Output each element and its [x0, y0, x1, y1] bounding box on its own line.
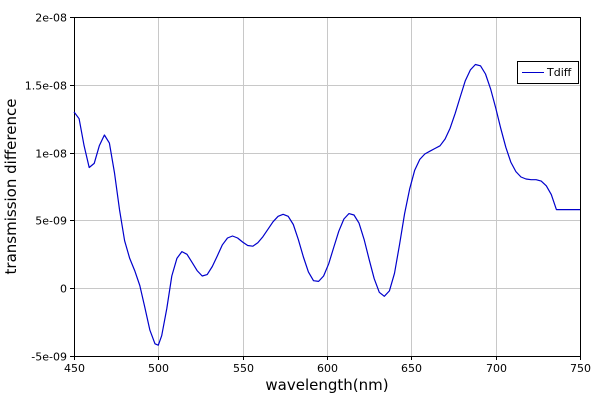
x-tick-label: 700 [486, 362, 507, 375]
legend-box [517, 61, 579, 84]
x-tick-label: 750 [570, 362, 591, 375]
x-tick-label: 550 [233, 362, 254, 375]
x-axis-title: wavelength(nm) [265, 376, 388, 394]
y-tick-label: 1e-08 [35, 148, 67, 161]
legend-label-tdiff: Tdiff [546, 66, 572, 79]
x-tick-label: 600 [317, 362, 338, 375]
x-tick-label: 450 [64, 362, 85, 375]
y-tick-label: 5e-09 [35, 215, 67, 228]
y-tick-label: 1.5e-08 [25, 80, 67, 93]
x-axis-ticks: 450 500 550 600 650 700 750 [64, 356, 591, 375]
y-tick-label: -5e-09 [31, 351, 67, 364]
y-axis-ticks: -5e-09 0 5e-09 1e-08 1.5e-08 2e-08 [25, 12, 74, 364]
x-tick-label: 500 [148, 362, 169, 375]
series-layer [73, 63, 580, 346]
legend: Tdiff [517, 61, 579, 84]
y-axis-title: transmission difference [2, 99, 20, 275]
x-tick-label: 650 [401, 362, 422, 375]
y-tick-label: 0 [60, 283, 67, 296]
series-line-tdiff [73, 63, 580, 346]
y-tick-label: 2e-08 [35, 12, 67, 25]
